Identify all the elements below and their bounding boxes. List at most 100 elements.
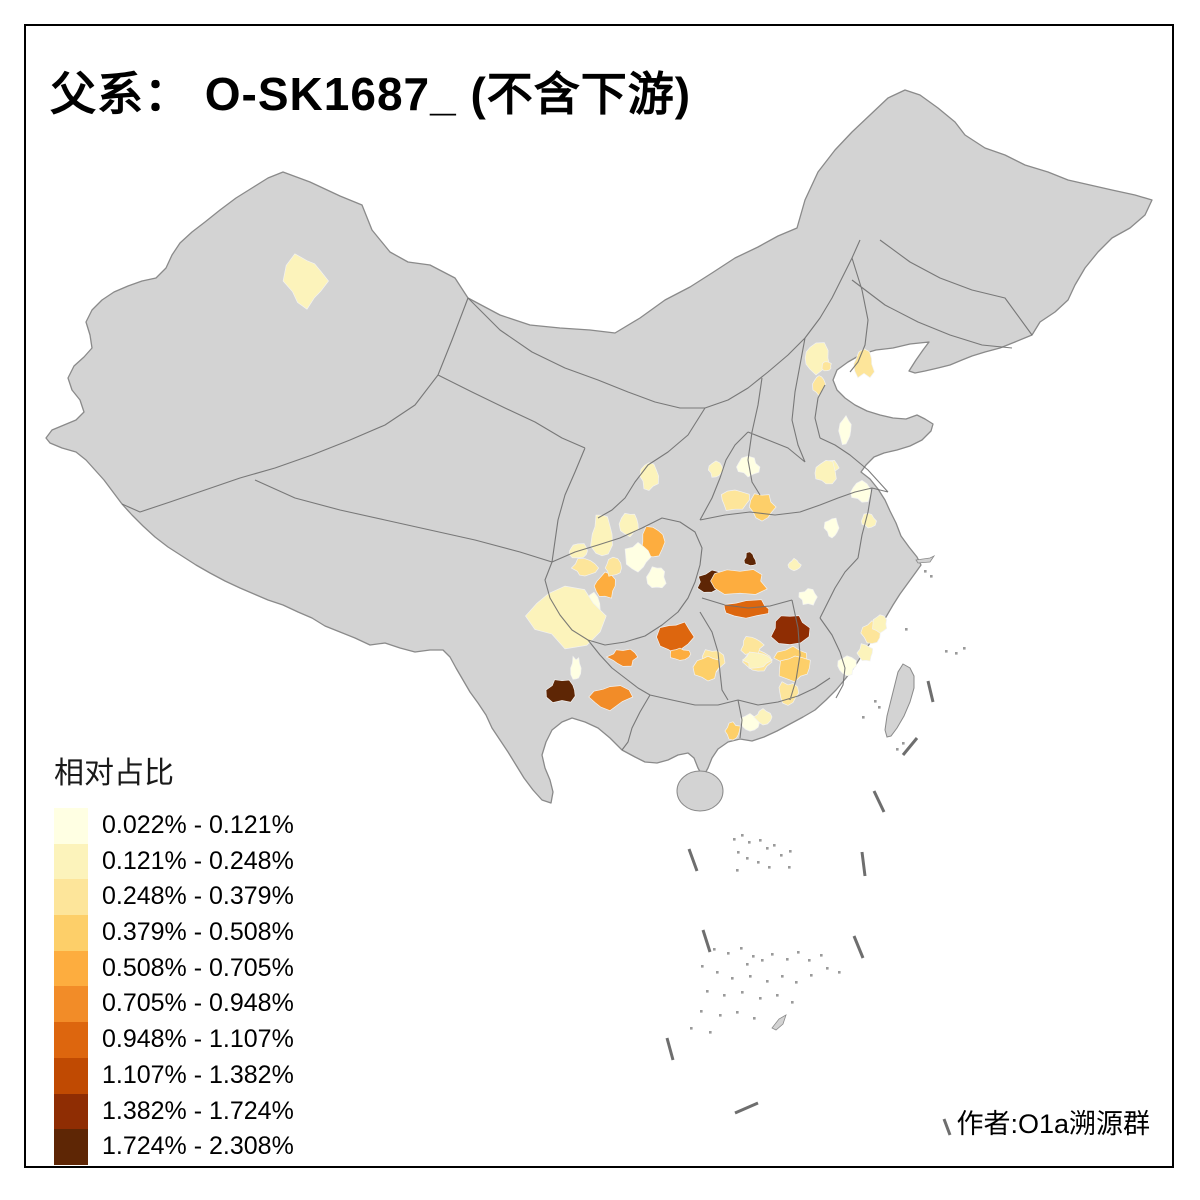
islet-dot [945, 650, 948, 653]
islet-dot [737, 851, 740, 854]
legend-swatch [54, 879, 88, 916]
islet-dot [736, 869, 739, 872]
small-islands [690, 570, 966, 1034]
islet-dot [902, 742, 905, 745]
legend-row: 1.382% - 1.724% [54, 1093, 294, 1130]
islet-dot [797, 951, 800, 954]
islet-dot [748, 841, 751, 844]
map-region [646, 566, 667, 589]
islet-dot [759, 997, 762, 1000]
map-region [736, 455, 761, 478]
legend: 相对占比 0.022% - 0.121% 0.121% - 0.248% 0.248… [54, 748, 294, 1165]
legend-row: 0.705% - 0.948% [54, 986, 294, 1023]
islet-dot [768, 866, 771, 869]
map-region [282, 253, 329, 310]
dash-segment [852, 935, 865, 959]
legend-label: 0.022% - 0.121% [102, 811, 294, 839]
legend-row: 0.948% - 1.107% [54, 1022, 294, 1058]
map-region [545, 679, 576, 703]
dash-segment [687, 848, 699, 872]
legend-row: 1.724% - 2.308% [54, 1129, 294, 1165]
map-region [787, 557, 802, 572]
plot-title: 父系： O-SK1687_ (不含下游) [50, 68, 692, 120]
legend-label: 0.248% - 0.379% [102, 882, 294, 911]
islet-dot [733, 838, 736, 841]
hainan-island [676, 770, 724, 812]
dash-segment [665, 1037, 675, 1061]
islet-dot [896, 748, 899, 751]
map-region [856, 643, 874, 662]
chongming-island [915, 554, 936, 564]
islet-dot [776, 994, 779, 997]
legend-rows: 0.022% - 0.121% 0.121% - 0.248% 0.248% - 0… [54, 808, 294, 1165]
legend-label: 0.508% - 0.705% [102, 953, 294, 982]
legend-label: 0.379% - 0.508% [102, 918, 294, 947]
islet-dot [791, 1001, 794, 1004]
map-region [743, 551, 757, 566]
islet-dot [753, 1017, 756, 1020]
legend-row: 1.107% - 1.382% [54, 1057, 294, 1094]
map-region [872, 614, 888, 634]
islet-dot [706, 990, 709, 993]
map-region [710, 569, 768, 595]
legend-row: 0.121% - 0.248% [54, 843, 294, 880]
islet-dot [955, 652, 958, 655]
map-region [823, 517, 840, 539]
islet-dot [716, 971, 719, 974]
islet-dot [786, 958, 789, 961]
islet-dot [862, 716, 865, 719]
dash-segment [942, 1118, 952, 1136]
region-layer [282, 253, 888, 741]
map-region [778, 655, 811, 683]
map-region [588, 685, 634, 712]
legend-label: 0.705% - 0.948% [102, 989, 294, 1018]
legend-row: 0.508% - 0.705% [54, 950, 294, 987]
islet-dot [701, 965, 704, 968]
map-region [570, 655, 582, 680]
islet-dot [700, 1010, 703, 1013]
map-region [724, 721, 741, 741]
map-region [753, 708, 773, 726]
islet-dot [766, 847, 769, 850]
map-region [656, 621, 695, 656]
islet-dot [826, 967, 829, 970]
legend-swatch [54, 1022, 88, 1058]
islet-dot [874, 700, 877, 703]
legend-swatch [54, 1129, 88, 1165]
islet-dot [709, 1031, 712, 1034]
legend-row: 0.379% - 0.508% [54, 915, 294, 951]
islet-dot [740, 947, 743, 950]
map-region [670, 647, 692, 661]
legend-label: 1.382% - 1.724% [102, 1096, 294, 1125]
islet-dot [736, 1011, 739, 1014]
islet-dot [761, 959, 764, 962]
islet-dot [905, 628, 908, 631]
legend-swatch [54, 1057, 88, 1094]
islet-dot [766, 980, 769, 983]
dash-segment [901, 737, 919, 756]
map-region [853, 348, 875, 379]
map-region [692, 655, 720, 682]
islet-dot [759, 839, 762, 842]
map-region [821, 361, 832, 372]
province-borders [121, 239, 1033, 751]
islet-dot [789, 850, 792, 853]
map-region [618, 512, 639, 538]
islet-dot [741, 834, 744, 837]
map-region [838, 415, 852, 446]
islet-dot [780, 854, 783, 857]
map-region [570, 558, 600, 577]
south-island [771, 1014, 787, 1031]
islet-dot [781, 975, 784, 978]
map-region [605, 648, 639, 667]
nine-dash-line [665, 680, 952, 1136]
islands [676, 554, 936, 1031]
islet-dot [930, 575, 933, 578]
islet-dot [820, 954, 823, 957]
map-region [707, 460, 724, 478]
map-region [723, 599, 770, 619]
dash-segment [734, 1101, 759, 1115]
islet-dot [749, 975, 752, 978]
islet-dot [757, 861, 760, 864]
